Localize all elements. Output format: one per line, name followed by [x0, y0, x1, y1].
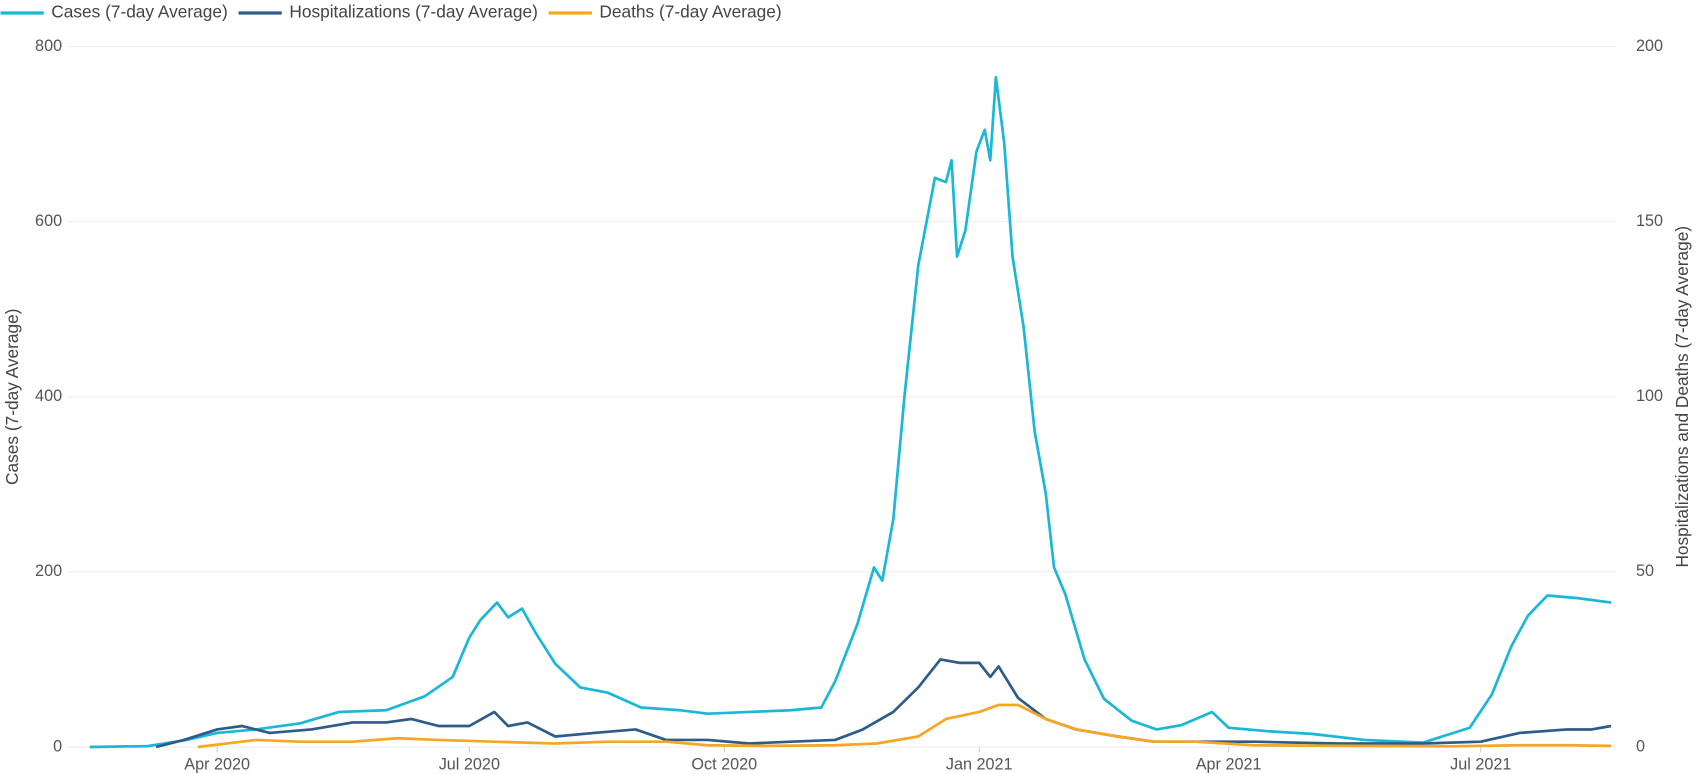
- y-tick-label: 600: [35, 212, 62, 230]
- y2-tick-label: 150: [1636, 212, 1663, 230]
- y-tick-label: 400: [35, 387, 62, 405]
- y-tick-label: 0: [53, 737, 62, 755]
- x-tick-label: Jul 2020: [439, 756, 500, 774]
- x-tick-label: Oct 2020: [691, 756, 757, 774]
- x-tick-label: Jul 2021: [1450, 756, 1511, 774]
- x-tick-label: Apr 2021: [1196, 756, 1262, 774]
- legend-label: Deaths (7-day Average): [599, 2, 781, 22]
- series-line: [89, 75, 1612, 749]
- y2-tick-label: 100: [1636, 387, 1663, 405]
- y2-tick-label: 200: [1636, 37, 1663, 55]
- x-tick-label: Jan 2021: [946, 756, 1013, 774]
- y-tick-label: 200: [35, 562, 62, 580]
- y-tick-label: 800: [35, 37, 62, 55]
- x-tick-label: Apr 2020: [184, 756, 250, 774]
- series-line: [155, 658, 1612, 749]
- y-axis-title: Cases (7-day Average): [2, 309, 22, 485]
- legend: Cases (7-day Average) Hospitalizations (7…: [0, 2, 782, 22]
- y2-tick-label: 50: [1636, 562, 1654, 580]
- y2-tick-label: 0: [1636, 737, 1645, 755]
- y2-axis-title: Hospitalizations and Deaths (7-day Avera…: [1672, 226, 1692, 568]
- legend-label: Cases (7-day Average): [51, 2, 227, 22]
- legend-label: Hospitalizations (7-day Average): [289, 2, 537, 22]
- series-line: [197, 703, 1612, 749]
